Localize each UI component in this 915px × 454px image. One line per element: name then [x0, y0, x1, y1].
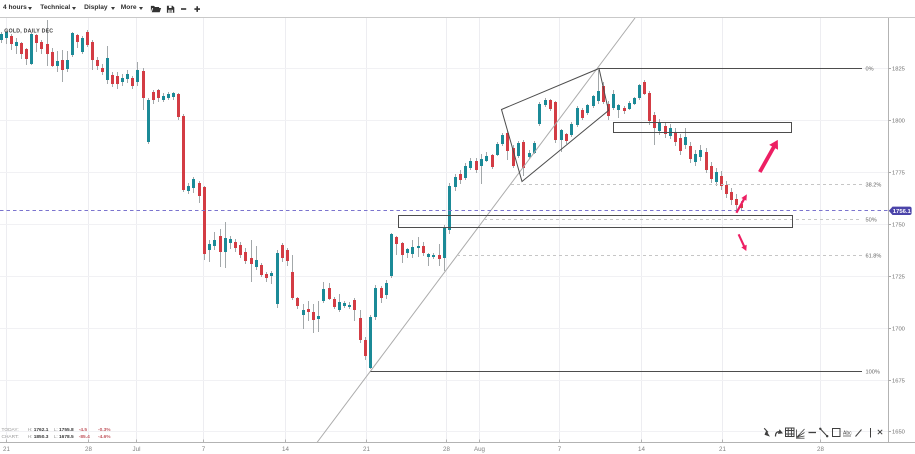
svg-text:1700: 1700: [892, 327, 905, 333]
svg-text:50%: 50%: [866, 217, 877, 223]
svg-text:21: 21: [3, 446, 10, 453]
svg-text:14: 14: [282, 446, 289, 453]
svg-text:Abc: Abc: [843, 431, 852, 437]
svg-text:1675: 1675: [892, 379, 905, 385]
svg-text:-4.5: -4.5: [79, 427, 88, 433]
svg-text:28: 28: [817, 446, 824, 453]
svg-text:1755.8: 1755.8: [59, 427, 74, 433]
svg-text:21: 21: [719, 446, 726, 453]
svg-text:14: 14: [638, 446, 645, 453]
svg-text:21: 21: [363, 446, 370, 453]
svg-text:TODAY:: TODAY:: [2, 427, 19, 433]
svg-text:CHART:: CHART:: [2, 434, 19, 440]
svg-text:1775: 1775: [892, 171, 905, 177]
svg-text:Jul: Jul: [133, 446, 141, 453]
svg-text:61.8%: 61.8%: [866, 253, 882, 259]
svg-text:38.2%: 38.2%: [866, 182, 882, 188]
svg-text:1750: 1750: [892, 223, 905, 229]
svg-text:100%: 100%: [866, 369, 880, 375]
svg-text:1678.5: 1678.5: [59, 434, 74, 440]
svg-text:H:: H:: [28, 434, 33, 440]
svg-text:1762.1: 1762.1: [34, 427, 49, 433]
svg-text:1650: 1650: [892, 430, 905, 436]
svg-text:7: 7: [558, 446, 562, 453]
svg-text:L:: L:: [54, 434, 58, 440]
svg-text:28: 28: [85, 446, 92, 453]
svg-text:0%: 0%: [866, 66, 874, 72]
svg-text:1800: 1800: [892, 119, 905, 125]
svg-text:1825: 1825: [892, 67, 905, 73]
svg-text:-4.6%: -4.6%: [98, 434, 111, 440]
svg-text:H:: H:: [28, 427, 33, 433]
svg-text:L:: L:: [54, 427, 58, 433]
svg-text:GOLD, DAILY DEC: GOLD, DAILY DEC: [4, 29, 53, 35]
svg-text:1850.3: 1850.3: [34, 434, 49, 440]
svg-text:28: 28: [443, 446, 450, 453]
svg-text:Aug: Aug: [474, 446, 486, 453]
svg-text:1756.1: 1756.1: [893, 209, 912, 215]
svg-text:-0.3%: -0.3%: [98, 427, 111, 433]
svg-text:-85.4: -85.4: [79, 434, 90, 440]
svg-text:1725: 1725: [892, 275, 905, 281]
svg-text:7: 7: [202, 446, 206, 453]
